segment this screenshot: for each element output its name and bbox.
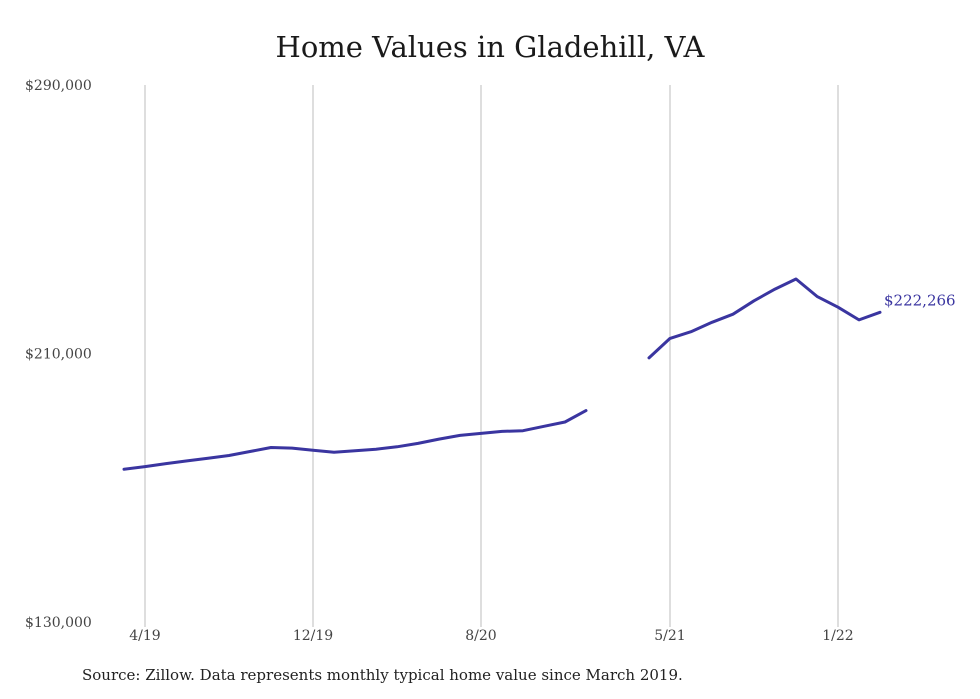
grid-lines (144, 85, 839, 627)
series-line (122, 409, 588, 471)
x-tick-label: 1/22 (822, 628, 853, 644)
series-line (647, 277, 882, 360)
data-labels: $222,266 (884, 291, 956, 309)
x-axis-ticks: 4/19 12/19 8/20 5/21 1/22 (129, 628, 853, 644)
y-tick-label: $290,000 (25, 78, 92, 94)
last-value-label: $222,266 (884, 291, 956, 309)
series-lines (122, 277, 882, 471)
x-tick-label: 8/20 (465, 628, 496, 644)
x-tick-label: 4/19 (129, 628, 160, 644)
chart-title: Home Values in Gladehill, VA (275, 30, 705, 64)
y-axis-ticks: $290,000 $210,000 $130,000 (25, 78, 92, 631)
y-tick-label: $130,000 (25, 615, 92, 631)
x-tick-label: 12/19 (293, 628, 333, 644)
source-note: Source: Zillow. Data represents monthly … (82, 666, 683, 684)
y-tick-label: $210,000 (25, 347, 92, 363)
x-tick-label: 5/21 (654, 628, 685, 644)
